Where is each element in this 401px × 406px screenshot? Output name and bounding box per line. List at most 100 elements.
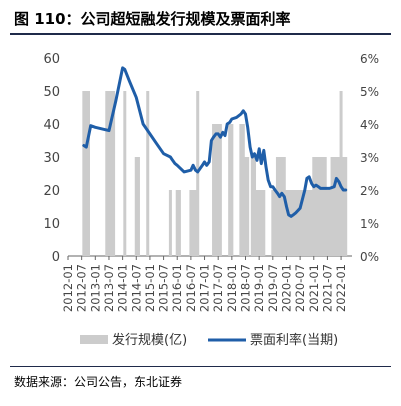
bar xyxy=(321,157,325,256)
x-tick-label: 2015-07 xyxy=(157,264,171,312)
bar xyxy=(191,190,195,256)
bar xyxy=(257,190,261,256)
bar xyxy=(109,91,113,256)
bar xyxy=(273,190,277,256)
x-tick-label: 2018-07 xyxy=(239,264,253,312)
bar xyxy=(275,157,279,256)
bar xyxy=(177,190,181,256)
bar xyxy=(112,91,116,256)
y-right-tick-label: 0% xyxy=(360,250,379,264)
bar xyxy=(228,124,232,256)
y-left-tick-label: 30 xyxy=(43,151,60,166)
bar-series xyxy=(82,91,348,256)
rate-line xyxy=(82,66,348,218)
bar xyxy=(216,124,220,256)
x-tick-label: 2012-01 xyxy=(61,264,75,312)
bar xyxy=(168,190,172,256)
y-right-tick-label: 6% xyxy=(360,52,379,66)
bar xyxy=(303,190,307,256)
bar xyxy=(189,190,193,256)
x-tick-label: 2016-01 xyxy=(170,264,184,312)
bar xyxy=(312,157,316,256)
y-right-tick-label: 2% xyxy=(360,184,379,198)
chart-axes xyxy=(67,255,352,260)
bar xyxy=(310,190,314,256)
bar xyxy=(305,190,309,256)
bar xyxy=(339,91,343,256)
bar xyxy=(196,91,200,256)
source-divider xyxy=(10,366,391,367)
bar xyxy=(146,91,150,256)
bar xyxy=(319,157,323,256)
bar xyxy=(282,157,286,256)
bar xyxy=(332,157,336,256)
chart: 0 10 20 30 40 50 60 0% 1% 2% 3% 4% 5% 6% 2012-01 2012-0… xyxy=(43,52,379,348)
bar xyxy=(280,157,284,256)
bar xyxy=(86,91,90,256)
source-note: 数据来源：公司公告，东北证券 xyxy=(14,375,183,389)
bar xyxy=(230,124,234,256)
bar xyxy=(278,157,282,256)
tick-labels: 0 10 20 30 40 50 60 0% 1% 2% 3% 4% 5% 6% 2012-01 2012-0… xyxy=(43,52,379,312)
x-tick-label: 2016-07 xyxy=(184,264,198,312)
bar xyxy=(334,157,338,256)
bar xyxy=(289,190,293,256)
bar xyxy=(255,190,259,256)
x-tick-label: 2021-01 xyxy=(307,264,321,312)
bar xyxy=(298,190,302,256)
bar xyxy=(212,124,216,256)
x-tick-label: 2014-01 xyxy=(116,264,130,312)
bar xyxy=(296,190,300,256)
y-left-tick-label: 10 xyxy=(43,217,60,232)
x-tick-label: 2015-01 xyxy=(143,264,157,312)
title-divider xyxy=(10,33,391,35)
bar xyxy=(341,157,345,256)
bar xyxy=(284,190,288,256)
bar xyxy=(250,157,254,256)
figure-title: 图 110：公司超短融发行规模及票面利率 xyxy=(14,10,291,28)
bar xyxy=(337,157,341,256)
bar xyxy=(323,157,327,256)
bar xyxy=(84,91,88,256)
x-tick-label: 2017-07 xyxy=(211,264,225,312)
bar xyxy=(239,124,243,256)
x-tick-label: 2019-07 xyxy=(266,264,280,312)
bar xyxy=(105,91,109,256)
bar xyxy=(241,124,245,256)
x-tick-label: 2020-01 xyxy=(279,264,293,312)
x-tick-label: 2013-01 xyxy=(88,264,102,312)
bar xyxy=(287,190,291,256)
bar xyxy=(246,157,250,256)
x-tick-label: 2022-01 xyxy=(334,264,348,312)
bar xyxy=(259,190,263,256)
x-tick-label: 2017-01 xyxy=(198,264,212,312)
x-tick-label: 2012-07 xyxy=(75,264,89,312)
bar xyxy=(330,157,334,256)
x-tick-label: 2013-07 xyxy=(102,264,116,312)
bar xyxy=(314,157,318,256)
bar xyxy=(325,190,329,256)
bar xyxy=(136,157,140,256)
bar xyxy=(123,91,127,256)
bar xyxy=(244,157,247,256)
legend-line-label: 票面利率(当期) xyxy=(250,332,338,348)
y-right-tick-label: 3% xyxy=(360,151,379,165)
x-tick-label: 2019-01 xyxy=(252,264,266,312)
y-right-tick-label: 4% xyxy=(360,118,379,132)
y-left-tick-label: 50 xyxy=(43,85,60,100)
x-tick-label: 2018-01 xyxy=(225,264,239,312)
bar xyxy=(107,91,111,256)
y-left-tick-label: 40 xyxy=(43,118,60,133)
bar xyxy=(134,157,138,256)
bar xyxy=(344,157,348,256)
x-tick-label: 2014-07 xyxy=(129,264,143,312)
bar xyxy=(291,190,295,256)
bar xyxy=(194,190,198,256)
bar xyxy=(218,124,222,256)
bar xyxy=(293,190,297,256)
x-tick-label: 2021-07 xyxy=(320,264,334,312)
bar xyxy=(307,190,311,256)
y-left-tick-label: 60 xyxy=(43,52,60,67)
bar xyxy=(271,190,275,256)
x-tick-label: 2020-07 xyxy=(293,264,307,312)
